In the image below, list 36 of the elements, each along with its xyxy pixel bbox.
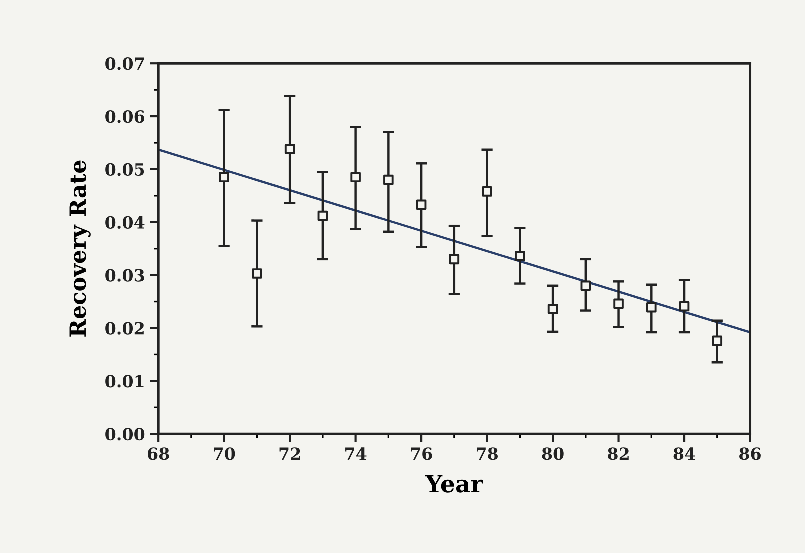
point xyxy=(416,200,427,210)
y-tick-label: 0.05 xyxy=(106,163,144,176)
point xyxy=(580,280,592,292)
y-tick-label: 0.02 xyxy=(106,322,144,335)
point xyxy=(219,172,230,183)
x-tick-label: 74 xyxy=(346,448,367,460)
point xyxy=(548,304,558,314)
x-tick-label: 86 xyxy=(740,448,761,460)
point xyxy=(350,172,361,183)
x-tick-label: 68 xyxy=(148,448,170,460)
x-tick-label: 84 xyxy=(674,448,696,460)
y-tick-label: 0.03 xyxy=(106,269,144,282)
x-tick-label: 78 xyxy=(477,448,498,460)
point xyxy=(646,302,657,313)
point xyxy=(449,254,460,265)
y-tick-label: 0.00 xyxy=(106,428,145,441)
point xyxy=(384,174,394,186)
point xyxy=(284,144,296,154)
x-tick-label: 70 xyxy=(214,448,236,460)
x-tick-label: 76 xyxy=(411,448,432,460)
y-tick-label: 0.06 xyxy=(106,110,144,124)
y-tick-label: 0.01 xyxy=(106,375,144,388)
point xyxy=(679,301,690,312)
point xyxy=(712,336,723,346)
point xyxy=(614,298,624,310)
y-tick-label: 0.07 xyxy=(106,58,144,70)
x-tick-label: 80 xyxy=(542,448,564,460)
point xyxy=(318,210,328,222)
y-tick-label: 0.04 xyxy=(106,216,145,229)
y-axis-title: Recovery Rate xyxy=(70,160,91,337)
x-axis-title: Year xyxy=(425,475,484,493)
point xyxy=(482,186,492,197)
point xyxy=(252,268,262,279)
x-tick-label: 82 xyxy=(608,448,629,460)
x-tick-label: 72 xyxy=(280,448,300,460)
point xyxy=(515,251,526,262)
